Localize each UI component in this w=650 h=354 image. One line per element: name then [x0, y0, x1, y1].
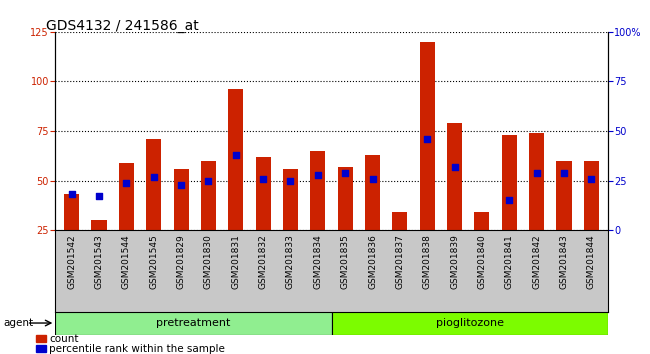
- Text: GSM201842: GSM201842: [532, 234, 541, 289]
- Bar: [474, 212, 489, 280]
- Text: GSM201830: GSM201830: [204, 234, 213, 289]
- Bar: [365, 155, 380, 280]
- Bar: [393, 212, 408, 280]
- Text: GSM201838: GSM201838: [422, 234, 432, 289]
- Text: pioglitozone: pioglitozone: [436, 318, 504, 328]
- Text: GSM201545: GSM201545: [150, 234, 158, 289]
- Bar: [36, 336, 46, 343]
- Text: GSM201840: GSM201840: [478, 234, 486, 289]
- Text: GSM201841: GSM201841: [505, 234, 514, 289]
- Point: [395, 233, 405, 239]
- Bar: [283, 169, 298, 280]
- Bar: [255, 157, 270, 280]
- Text: GSM201829: GSM201829: [177, 234, 185, 289]
- Text: percentile rank within the sample: percentile rank within the sample: [49, 344, 226, 354]
- Point: [504, 198, 515, 203]
- Bar: [420, 42, 435, 280]
- Point: [532, 170, 542, 176]
- Text: GDS4132 / 241586_at: GDS4132 / 241586_at: [46, 19, 198, 34]
- Text: agent: agent: [3, 318, 33, 328]
- Text: GSM201837: GSM201837: [395, 234, 404, 289]
- Point: [121, 180, 131, 185]
- Point: [203, 178, 214, 183]
- Bar: [201, 161, 216, 280]
- Point: [94, 194, 104, 199]
- Text: GSM201844: GSM201844: [587, 234, 596, 289]
- Bar: [556, 161, 571, 280]
- Point: [476, 233, 487, 239]
- Bar: [332, 312, 608, 335]
- Bar: [92, 220, 107, 280]
- Point: [285, 178, 296, 183]
- Text: count: count: [49, 334, 79, 344]
- Bar: [119, 163, 134, 280]
- Bar: [146, 139, 161, 280]
- Text: GSM201833: GSM201833: [286, 234, 295, 289]
- Text: GSM201542: GSM201542: [67, 234, 76, 289]
- Text: GSM201835: GSM201835: [341, 234, 350, 289]
- Bar: [174, 169, 188, 280]
- Bar: [36, 345, 46, 352]
- Point: [422, 136, 432, 142]
- Point: [313, 172, 323, 177]
- Point: [258, 176, 268, 181]
- Bar: [228, 89, 243, 280]
- Bar: [447, 123, 462, 280]
- Point: [340, 170, 350, 176]
- Text: GSM201839: GSM201839: [450, 234, 459, 289]
- Point: [66, 192, 77, 197]
- Point: [559, 170, 569, 176]
- Text: GSM201831: GSM201831: [231, 234, 240, 289]
- Bar: [64, 194, 79, 280]
- Bar: [502, 135, 517, 280]
- Bar: [584, 161, 599, 280]
- Text: GSM201832: GSM201832: [259, 234, 268, 289]
- Text: GSM201834: GSM201834: [313, 234, 322, 289]
- Bar: [310, 151, 326, 280]
- Text: GSM201836: GSM201836: [368, 234, 377, 289]
- Text: GSM201843: GSM201843: [560, 234, 569, 289]
- Bar: [337, 167, 353, 280]
- Point: [231, 152, 241, 158]
- Point: [367, 176, 378, 181]
- Text: GSM201544: GSM201544: [122, 234, 131, 289]
- Text: pretreatment: pretreatment: [156, 318, 231, 328]
- Point: [586, 176, 597, 181]
- Point: [176, 182, 187, 187]
- Point: [148, 174, 159, 179]
- Text: GSM201543: GSM201543: [94, 234, 103, 289]
- Point: [449, 164, 460, 170]
- Bar: [529, 133, 544, 280]
- Bar: [55, 312, 332, 335]
